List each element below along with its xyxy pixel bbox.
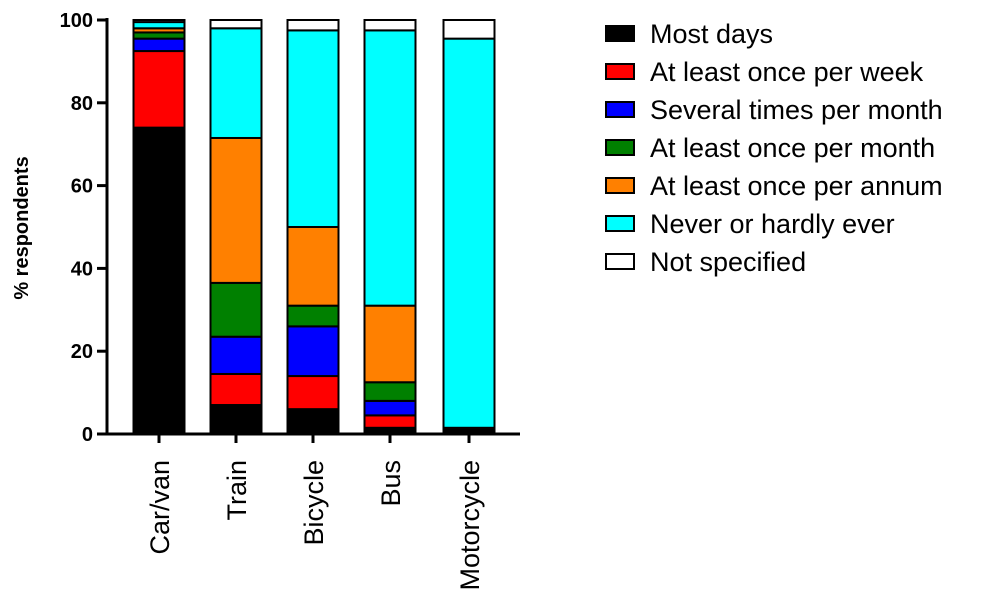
legend-label: At least once per week [650,57,924,87]
y-tick-label: 80 [71,93,93,115]
y-tick-label: 0 [82,424,93,446]
legend-label: At least once per annum [650,171,943,201]
bar-segment-train-5 [209,27,263,139]
legend-swatch [605,177,635,194]
bar-segment-train-4 [209,136,263,284]
bar-segment-bicycle-6 [286,19,340,32]
legend-label: Never or hardly ever [650,209,895,239]
bar-segment-train-6 [209,19,263,30]
bar-segment-bus-5 [363,29,417,307]
bar-segment-train-1 [209,372,263,407]
bar-segment-bicycle-4 [286,226,340,307]
bar-segment-train-0 [209,404,263,435]
legend-swatch [605,215,635,232]
x-tick-label: Car/van [145,460,175,555]
bar-segment-bus-2 [363,399,417,417]
legend-label: Not specified [650,247,806,277]
legend-swatch [605,63,635,80]
legend-swatch [605,253,635,270]
x-tick-label: Bicycle [299,460,329,546]
axes-group: Car/van Train Bicycle Bus Motorcycle 0 20 40 60 8… [60,10,520,591]
legend-swatch [605,25,635,42]
legend-swatch [605,139,635,156]
x-tick-label: Train [222,460,252,521]
y-axis-label: % respondents [11,156,33,299]
bar-segment-car-van-1 [132,50,186,129]
bar-segment-car-van-2 [132,37,186,53]
bar-segment-train-2 [209,335,263,375]
legend: Most days At least once per week Several t… [605,19,943,277]
bar-segment-bicycle-1 [286,375,340,411]
bar-segment-bus-6 [363,19,417,32]
bar-segment-bicycle-2 [286,325,340,378]
bar-segment-bus-4 [363,304,417,384]
bar-segment-car-van-6 [132,19,186,24]
bar-segment-train-3 [209,281,263,338]
bar-segment-bicycle-5 [286,29,340,228]
legend-label: At least once per month [650,133,935,163]
legend-label: Most days [650,19,773,49]
bars-group [132,19,496,436]
bar-segment-bus-3 [363,381,417,402]
x-tick-label: Bus [376,460,406,507]
x-tick-label: Motorcycle [455,460,485,591]
y-tick-label: 40 [71,258,93,280]
bar-segment-motorcycle-5 [442,37,496,429]
bar-segment-bus-1 [363,414,417,429]
bar-segment-car-van-0 [132,126,186,435]
bar-segment-motorcycle-6 [442,19,496,40]
bar-segment-bicycle-3 [286,304,340,328]
y-tick-label: 100 [60,10,93,32]
bar-segment-bicycle-0 [286,408,340,436]
y-tick-label: 60 [71,176,93,198]
legend-swatch [605,101,635,118]
legend-label: Several times per month [650,95,943,125]
y-tick-label: 20 [71,341,93,363]
